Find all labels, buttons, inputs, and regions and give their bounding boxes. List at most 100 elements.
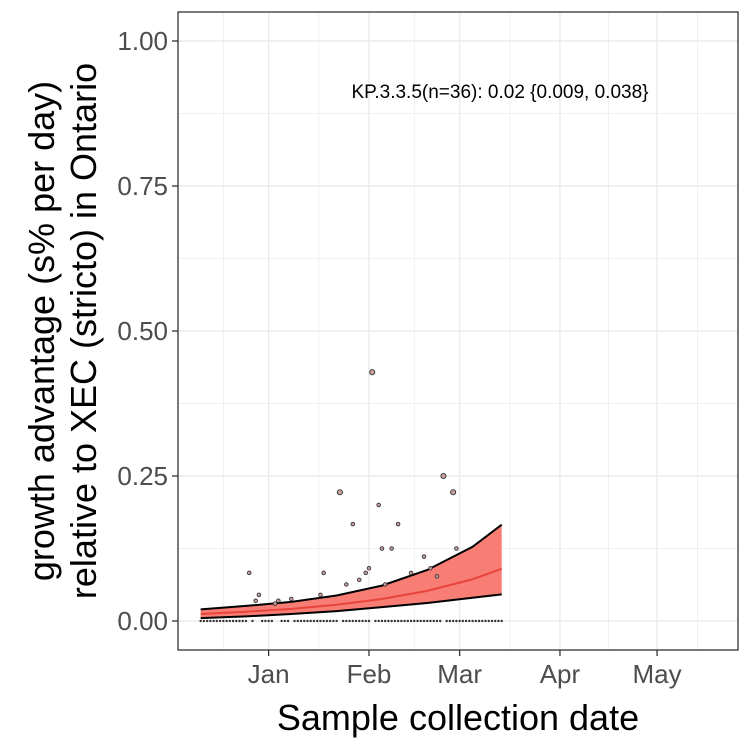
- zero-point: [293, 619, 296, 623]
- zero-point: [409, 619, 413, 623]
- zero-point: [455, 619, 458, 623]
- zero-point: [429, 619, 432, 623]
- zero-point: [422, 619, 426, 623]
- zero-point: [218, 619, 222, 623]
- data-point: [428, 565, 433, 571]
- data-point: [408, 570, 414, 576]
- x-tick-label: Apr: [540, 659, 581, 689]
- zero-point: [264, 619, 267, 623]
- zero-point: [393, 619, 397, 623]
- zero-point: [209, 619, 212, 623]
- data-point: [382, 582, 388, 587]
- zero-point: [438, 619, 442, 623]
- data-point: [289, 596, 294, 602]
- zero-point: [432, 619, 435, 623]
- zero-point: [228, 619, 231, 623]
- data-point: [321, 570, 326, 576]
- zero-point: [315, 619, 319, 623]
- zero-point: [448, 619, 452, 623]
- data-point: [253, 598, 258, 603]
- y-axis-title-line1: growth advantage (s% per day): [21, 81, 62, 581]
- zero-point: [403, 619, 406, 623]
- zero-point: [481, 619, 484, 623]
- zero-point: [322, 619, 325, 623]
- zero-point: [260, 619, 264, 623]
- y-axis-title-line2: relative to XEC (stricto) in Ontario: [63, 63, 104, 599]
- zero-point: [222, 619, 225, 623]
- zero-point: [400, 619, 403, 623]
- chart-annotation: KP.3.3.5(n=36): 0.02 {0.009, 0.038}: [351, 82, 648, 103]
- data-point: [344, 582, 349, 587]
- data-point: [454, 546, 459, 551]
- zero-point: [341, 619, 345, 623]
- zero-point: [238, 619, 241, 623]
- x-tick-label: Mar: [437, 659, 482, 689]
- data-point: [366, 565, 372, 571]
- y-tick-label: 0.50: [117, 316, 168, 346]
- data-point: [350, 521, 356, 527]
- zero-point: [328, 619, 332, 623]
- zero-point: [484, 619, 487, 623]
- data-point: [434, 574, 440, 579]
- zero-point: [267, 619, 270, 623]
- zero-point: [494, 619, 497, 623]
- zero-point: [451, 619, 455, 623]
- zero-point: [361, 619, 364, 623]
- zero-point: [280, 619, 283, 623]
- grid-layer: [178, 12, 738, 650]
- zero-point: [283, 619, 287, 623]
- x-tick-label: Jan: [248, 659, 290, 689]
- zero-point: [319, 619, 322, 623]
- zero-point: [225, 619, 228, 623]
- data-point: [376, 502, 381, 508]
- data-point: [363, 570, 368, 576]
- data-point: [246, 570, 252, 576]
- zero-point: [396, 619, 400, 623]
- zero-point: [474, 619, 478, 623]
- zero-point: [354, 619, 358, 623]
- data-point: [256, 592, 262, 598]
- y-tick-label: 0.25: [117, 461, 168, 491]
- data-point: [379, 546, 385, 551]
- data-point: [276, 598, 281, 603]
- zero-point: [383, 619, 387, 623]
- x-tick-label: Feb: [347, 659, 392, 689]
- zero-point: [309, 619, 312, 623]
- zero-point: [500, 619, 503, 623]
- zero-point: [235, 619, 238, 623]
- zero-point: [351, 619, 354, 623]
- zero-point: [251, 619, 254, 623]
- zero-point: [215, 619, 219, 623]
- zero-point: [497, 619, 500, 623]
- zero-point: [445, 619, 448, 623]
- zero-point: [458, 619, 461, 623]
- zero-point: [358, 619, 361, 623]
- zero-point: [325, 619, 329, 623]
- zero-point: [374, 619, 377, 623]
- zero-point: [299, 619, 303, 623]
- upper-bound-line: [200, 523, 503, 611]
- point-layer: [199, 369, 503, 623]
- zero-point: [335, 619, 338, 623]
- data-point: [272, 601, 278, 606]
- zero-point: [199, 619, 202, 623]
- zero-point: [387, 619, 390, 623]
- axis-layer: 0.00 0.25 0.50 0.75 1.00 Jan Feb Mar Apr May: [117, 11, 739, 689]
- zero-point: [205, 619, 209, 623]
- zero-point: [345, 619, 348, 623]
- zero-point: [490, 619, 494, 623]
- zero-point: [487, 619, 490, 623]
- zero-point: [231, 619, 235, 623]
- zero-point: [306, 619, 309, 623]
- data-point: [440, 472, 447, 480]
- zero-point: [477, 619, 481, 623]
- data-point: [357, 577, 362, 583]
- zero-point: [244, 619, 248, 623]
- zero-point: [296, 619, 299, 623]
- zero-point: [202, 619, 206, 623]
- zero-point: [364, 619, 367, 623]
- zero-point: [377, 619, 380, 623]
- fit-line: [200, 567, 503, 616]
- data-point: [450, 489, 457, 496]
